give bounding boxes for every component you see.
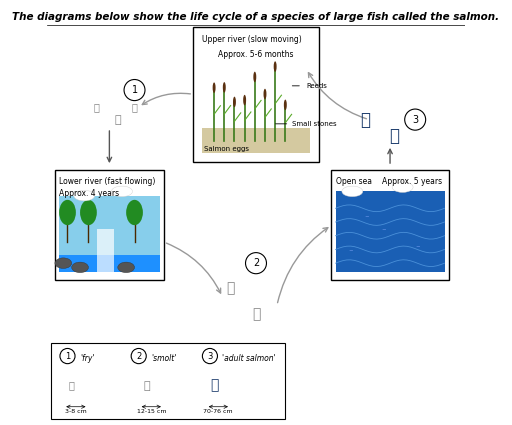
Text: Upper river (slow moving): Upper river (slow moving) bbox=[202, 35, 301, 44]
Text: 🐟: 🐟 bbox=[210, 379, 218, 393]
Text: 1: 1 bbox=[132, 85, 138, 95]
FancyArrowPatch shape bbox=[278, 228, 328, 303]
FancyBboxPatch shape bbox=[335, 191, 444, 272]
Ellipse shape bbox=[223, 65, 226, 75]
Text: 3: 3 bbox=[412, 115, 418, 125]
Ellipse shape bbox=[118, 262, 135, 273]
Circle shape bbox=[124, 79, 145, 101]
Text: 🐬: 🐬 bbox=[252, 307, 260, 321]
Text: 🐟: 🐟 bbox=[144, 381, 151, 391]
Circle shape bbox=[246, 252, 266, 274]
Ellipse shape bbox=[342, 186, 363, 197]
Ellipse shape bbox=[74, 190, 95, 201]
Text: Open sea: Open sea bbox=[335, 177, 372, 186]
Text: 🐟: 🐟 bbox=[69, 381, 75, 391]
Text: ~: ~ bbox=[365, 214, 370, 219]
Ellipse shape bbox=[80, 200, 97, 225]
Text: The diagrams below show the life cycle of a species of large fish called the sal: The diagrams below show the life cycle o… bbox=[12, 12, 500, 22]
Text: Lower river (fast flowing): Lower river (fast flowing) bbox=[59, 177, 156, 186]
FancyArrowPatch shape bbox=[142, 94, 190, 105]
FancyBboxPatch shape bbox=[59, 196, 160, 272]
Text: Approx. 5-6 months: Approx. 5-6 months bbox=[218, 50, 294, 59]
Ellipse shape bbox=[59, 200, 76, 225]
Text: 🐟: 🐟 bbox=[360, 110, 370, 129]
Text: 70-76 cm: 70-76 cm bbox=[203, 409, 233, 414]
Text: 'adult salmon': 'adult salmon' bbox=[223, 354, 276, 363]
Text: 🐟: 🐟 bbox=[94, 102, 100, 112]
Ellipse shape bbox=[243, 60, 246, 71]
Text: ~: ~ bbox=[348, 248, 353, 253]
Ellipse shape bbox=[72, 262, 89, 273]
Ellipse shape bbox=[392, 182, 413, 193]
Ellipse shape bbox=[284, 81, 287, 92]
Text: 2: 2 bbox=[253, 258, 259, 268]
Ellipse shape bbox=[212, 100, 216, 111]
Text: Approx. 5 years: Approx. 5 years bbox=[381, 177, 442, 186]
Text: 12-15 cm: 12-15 cm bbox=[137, 409, 166, 414]
FancyBboxPatch shape bbox=[55, 170, 164, 280]
Circle shape bbox=[131, 348, 146, 364]
FancyBboxPatch shape bbox=[59, 255, 160, 272]
Text: 2: 2 bbox=[136, 351, 141, 360]
Text: 'fry': 'fry' bbox=[80, 354, 95, 363]
Ellipse shape bbox=[55, 258, 72, 269]
Text: Reeds: Reeds bbox=[306, 83, 327, 89]
Text: Approx. 4 years: Approx. 4 years bbox=[59, 189, 119, 198]
FancyArrowPatch shape bbox=[166, 243, 221, 293]
FancyBboxPatch shape bbox=[97, 230, 114, 272]
Ellipse shape bbox=[274, 76, 276, 86]
Text: 3-8 cm: 3-8 cm bbox=[65, 409, 87, 414]
Text: Salmon eggs: Salmon eggs bbox=[204, 146, 249, 152]
Text: 3: 3 bbox=[207, 351, 212, 360]
Ellipse shape bbox=[112, 186, 133, 197]
Text: 🐟: 🐟 bbox=[132, 102, 137, 112]
FancyBboxPatch shape bbox=[202, 128, 310, 153]
FancyBboxPatch shape bbox=[193, 27, 319, 162]
FancyBboxPatch shape bbox=[51, 343, 285, 419]
Circle shape bbox=[202, 348, 218, 364]
Text: 🐟: 🐟 bbox=[389, 128, 399, 145]
Text: 🐟: 🐟 bbox=[115, 115, 121, 125]
Circle shape bbox=[404, 109, 425, 130]
Ellipse shape bbox=[126, 200, 143, 225]
Text: Small stones: Small stones bbox=[292, 121, 336, 127]
Text: 'smolt': 'smolt' bbox=[151, 354, 177, 363]
Text: ~: ~ bbox=[415, 244, 420, 249]
Circle shape bbox=[60, 348, 75, 364]
FancyArrowPatch shape bbox=[308, 73, 367, 119]
FancyBboxPatch shape bbox=[331, 170, 449, 280]
Text: ~: ~ bbox=[381, 227, 386, 232]
Ellipse shape bbox=[253, 62, 257, 73]
Ellipse shape bbox=[264, 67, 266, 77]
Text: 🐬: 🐬 bbox=[227, 281, 235, 295]
Ellipse shape bbox=[233, 94, 236, 105]
Text: 1: 1 bbox=[65, 351, 70, 360]
